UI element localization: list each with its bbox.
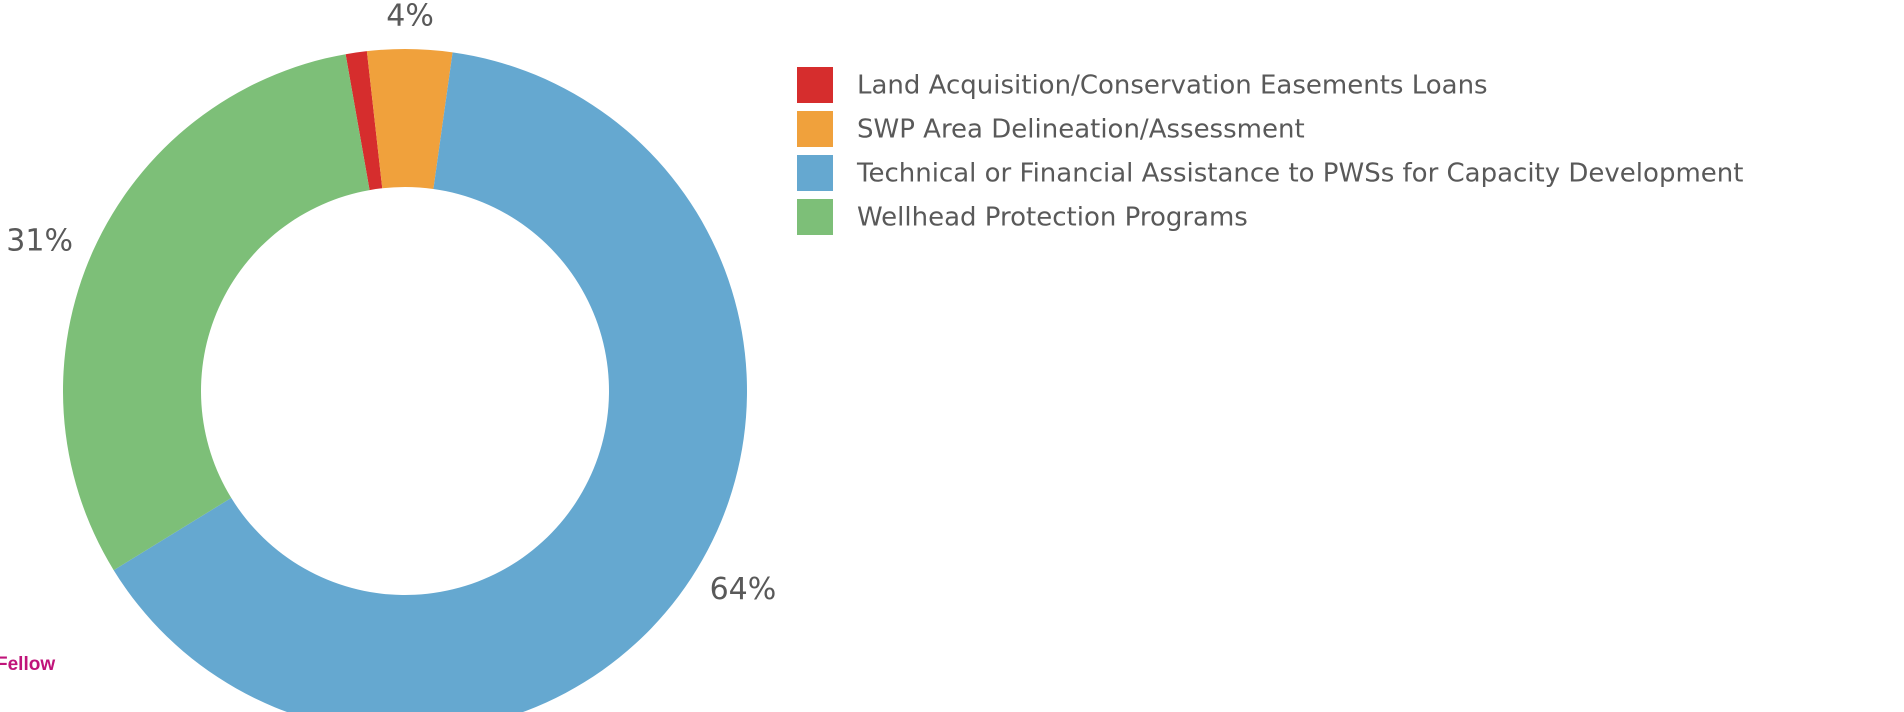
donut-slice xyxy=(345,51,383,191)
legend-label: Land Acquisition/Conservation Easements … xyxy=(857,71,1488,101)
legend-swatch xyxy=(797,67,833,103)
legend-label: Wellhead Protection Programs xyxy=(857,203,1248,233)
donut-slice xyxy=(62,54,370,571)
slice-label: 64% xyxy=(710,572,777,607)
annotation: Fellow xyxy=(0,654,55,675)
legend-label: SWP Area Delineation/Assessment xyxy=(857,115,1305,145)
donut-slice xyxy=(366,49,453,189)
slice-label: 31% xyxy=(6,223,73,258)
legend-swatch xyxy=(797,111,833,147)
donut-slice xyxy=(113,52,747,712)
slice-label: 4% xyxy=(386,0,434,34)
legend-swatch xyxy=(797,199,833,235)
legend-swatch xyxy=(797,155,833,191)
legend-label: Technical or Financial Assistance to PWS… xyxy=(856,159,1743,189)
